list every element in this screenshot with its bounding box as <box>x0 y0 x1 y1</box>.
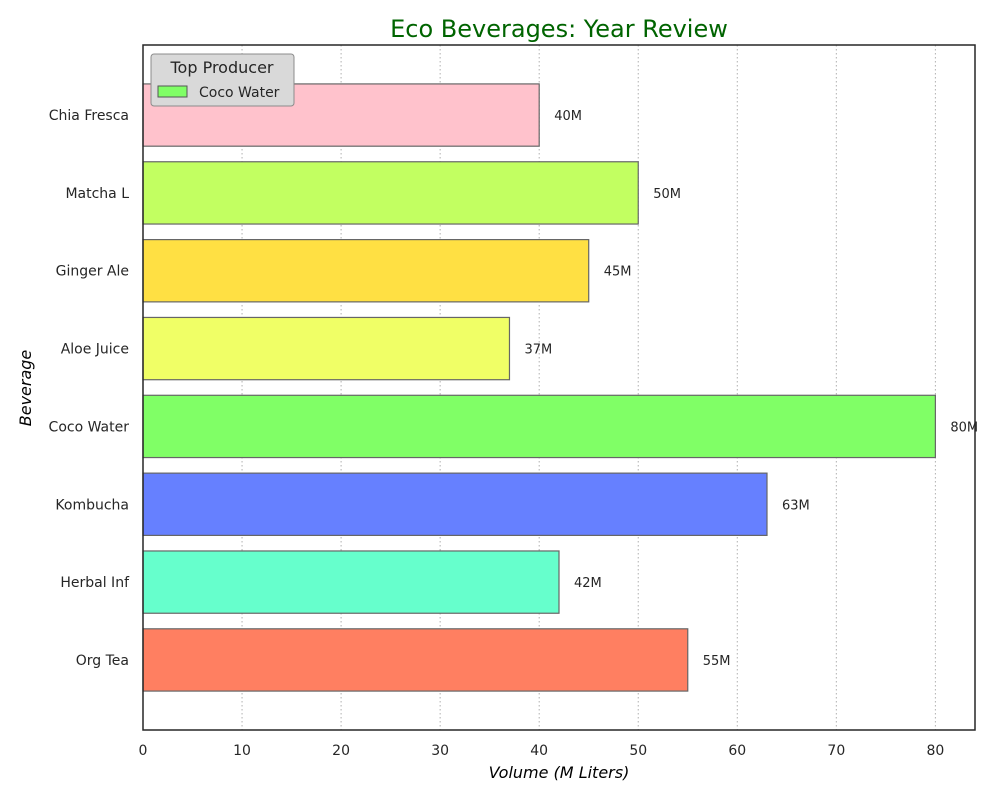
y-axis-ticks: Org Tea Herbal Inf Kombucha Coco Water Aloe … <box>49 108 131 669</box>
y-tick-label: Matcha L <box>65 186 129 202</box>
x-axis-ticks: 0 10 20 30 40 50 60 70 80 <box>139 743 945 759</box>
bar <box>142 394 936 459</box>
x-tick-label: 80 <box>926 743 944 759</box>
data-label: 50M <box>653 187 681 202</box>
legend-title: Top Producer <box>170 58 274 77</box>
bar <box>142 239 590 303</box>
x-tick-label: 20 <box>332 743 350 759</box>
x-tick-label: 0 <box>139 743 148 759</box>
data-label: 42M <box>574 576 602 591</box>
x-tick-label: 30 <box>431 743 449 759</box>
data-label: 80M <box>950 420 978 435</box>
data-label: 37M <box>524 343 552 358</box>
y-tick-label: Coco Water <box>49 419 130 435</box>
y-tick-label: Herbal Inf <box>60 575 130 591</box>
x-tick-label: 40 <box>530 743 548 759</box>
y-tick-label: Aloe Juice <box>61 342 129 358</box>
bars <box>142 83 936 692</box>
bar <box>142 161 639 225</box>
y-tick-label: Kombucha <box>55 497 129 513</box>
legend-swatch <box>157 85 188 98</box>
data-labels: 55M 42M 63M 80M 37M 45M 50M 40M <box>524 109 978 669</box>
x-tick-label: 60 <box>728 743 746 759</box>
bar <box>142 316 511 381</box>
bar <box>142 628 689 692</box>
plot-frame <box>142 44 976 731</box>
data-label: 63M <box>782 498 810 513</box>
x-axis-title: Volume (M Liters) <box>489 763 630 782</box>
y-axis-title: Beverage <box>16 350 35 427</box>
x-tick-label: 50 <box>629 743 647 759</box>
x-tick-label: 10 <box>233 743 251 759</box>
legend-entry-label: Coco Water <box>199 85 280 101</box>
legend: Top Producer Coco Water <box>150 53 295 107</box>
y-tick-label: Ginger Ale <box>56 264 129 280</box>
y-tick-label: Chia Fresca <box>49 108 129 124</box>
bar <box>142 550 560 614</box>
bar <box>142 472 768 536</box>
data-label: 45M <box>604 265 632 280</box>
data-label: 55M <box>703 654 731 669</box>
chart-title: Eco Beverages: Year Review <box>390 15 728 43</box>
x-tick-label: 70 <box>827 743 845 759</box>
y-tick-label: Org Tea <box>76 653 129 669</box>
data-label: 40M <box>554 109 582 124</box>
